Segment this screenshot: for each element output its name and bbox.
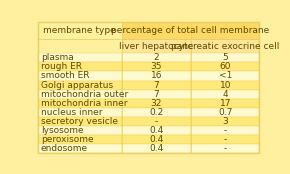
Bar	[191, 117, 260, 126]
Bar	[38, 117, 122, 126]
Bar	[122, 144, 191, 153]
Text: plasma: plasma	[41, 53, 74, 62]
Text: 10: 10	[220, 81, 231, 90]
Text: 7: 7	[153, 90, 159, 99]
Bar	[122, 99, 191, 108]
Bar	[122, 39, 191, 53]
Bar	[122, 62, 191, 71]
Bar	[191, 108, 260, 117]
Bar	[38, 22, 122, 39]
Bar	[191, 39, 260, 53]
Bar	[38, 126, 122, 135]
Text: 0.4: 0.4	[149, 135, 164, 144]
Bar	[191, 62, 260, 71]
Text: mitochondria outer: mitochondria outer	[41, 90, 128, 99]
Bar	[122, 53, 191, 62]
Text: 35: 35	[151, 62, 162, 71]
Text: Golgi apparatus: Golgi apparatus	[41, 81, 113, 90]
Bar	[122, 126, 191, 135]
Bar	[38, 81, 122, 90]
Text: rough ER: rough ER	[41, 62, 82, 71]
Text: percentage of total cell membrane: percentage of total cell membrane	[111, 26, 270, 35]
Bar	[122, 81, 191, 90]
Bar	[122, 117, 191, 126]
Text: 0.2: 0.2	[149, 108, 164, 117]
Text: secretory vesicle: secretory vesicle	[41, 117, 118, 126]
Text: -: -	[224, 126, 227, 135]
Text: <1: <1	[219, 72, 232, 80]
Text: 17: 17	[220, 99, 231, 108]
Text: -: -	[224, 144, 227, 153]
Bar	[38, 108, 122, 117]
Text: pancreatic exocrine cell: pancreatic exocrine cell	[171, 42, 280, 51]
Bar	[38, 71, 122, 81]
Bar	[122, 108, 191, 117]
Bar	[38, 62, 122, 71]
Text: 60: 60	[220, 62, 231, 71]
Bar	[122, 135, 191, 144]
Text: -: -	[224, 135, 227, 144]
Text: liver hepatocyte: liver hepatocyte	[119, 42, 193, 51]
Bar	[38, 39, 122, 53]
Bar	[191, 81, 260, 90]
Text: -: -	[155, 117, 158, 126]
Text: smooth ER: smooth ER	[41, 72, 89, 80]
Text: mitochondria inner: mitochondria inner	[41, 99, 127, 108]
Text: 5: 5	[222, 53, 228, 62]
Bar	[38, 99, 122, 108]
Bar	[191, 99, 260, 108]
Bar	[122, 71, 191, 81]
Bar	[191, 71, 260, 81]
Text: peroxisome: peroxisome	[41, 135, 93, 144]
Bar	[38, 90, 122, 99]
Text: 32: 32	[151, 99, 162, 108]
Text: 2: 2	[154, 53, 159, 62]
Bar	[38, 53, 122, 62]
Text: 0.7: 0.7	[218, 108, 233, 117]
Bar	[191, 135, 260, 144]
Text: 7: 7	[153, 81, 159, 90]
Bar	[191, 53, 260, 62]
Text: 16: 16	[151, 72, 162, 80]
Bar	[191, 144, 260, 153]
Text: lysosome: lysosome	[41, 126, 84, 135]
Bar	[191, 126, 260, 135]
Text: nucleus inner: nucleus inner	[41, 108, 102, 117]
Bar	[38, 135, 122, 144]
Text: 3: 3	[222, 117, 228, 126]
Text: 4: 4	[222, 90, 228, 99]
Text: 0.4: 0.4	[149, 144, 164, 153]
Text: membrane type: membrane type	[43, 26, 116, 35]
Bar	[38, 144, 122, 153]
Text: endosome: endosome	[41, 144, 88, 153]
Bar	[191, 90, 260, 99]
Bar	[122, 90, 191, 99]
Text: 0.4: 0.4	[149, 126, 164, 135]
Bar	[122, 22, 260, 39]
